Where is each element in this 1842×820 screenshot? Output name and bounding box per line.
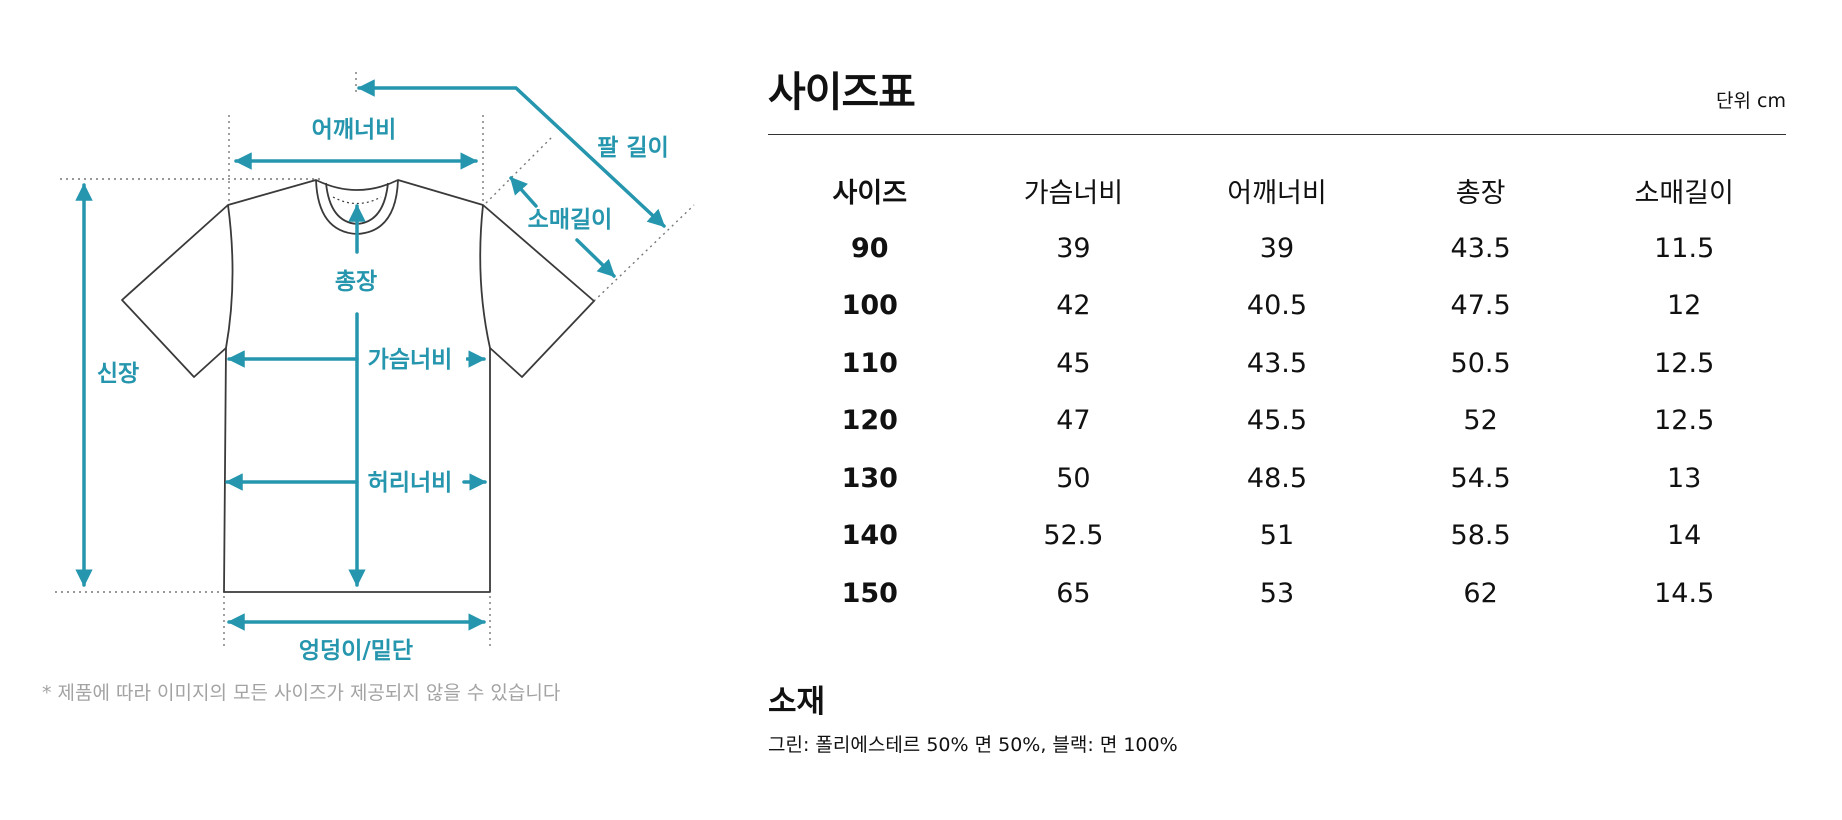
- label-backgrounds: [330, 258, 466, 497]
- sleeve-length-cell: 13: [1667, 462, 1702, 494]
- size-info-panel: 사이즈표 단위 cm 사이즈 가슴너비 어깨너비 총장 소매길이 90 39 3…: [768, 0, 1800, 820]
- sleeve-length-arrow-lower: [575, 238, 616, 278]
- shoulder-width-cell: 48.5: [1246, 462, 1308, 494]
- size-cell: 110: [841, 347, 898, 379]
- sleeve-length-cell: 12.5: [1654, 347, 1715, 379]
- table-row: 150 65 53 62 14.5: [768, 565, 1786, 623]
- shoulder-width-cell: 45.5: [1246, 405, 1308, 437]
- table-row: 110 45 43.5 50.5 12.5: [768, 335, 1786, 393]
- guide-lines: [55, 72, 695, 650]
- size-chart-title: 사이즈표: [768, 68, 916, 116]
- column-header-size: 사이즈: [832, 178, 908, 210]
- size-cell: 120: [841, 405, 898, 437]
- column-header-total-length: 총장: [1455, 178, 1506, 210]
- size-table-header-row: 사이즈 가슴너비 어깨너비 총장 소매길이: [768, 162, 1786, 220]
- size-cell: 90: [851, 232, 889, 264]
- shoulder-width-cell: 51: [1259, 520, 1295, 552]
- label-chest-width: 가슴너비: [368, 347, 453, 373]
- label-shoulder-width: 어깨너비: [312, 117, 397, 143]
- shoulder-width-cell: 53: [1259, 577, 1295, 609]
- label-total-length: 총장: [335, 269, 377, 295]
- size-cell: 150: [841, 577, 898, 609]
- material-title: 소재: [768, 684, 826, 720]
- arm-length-arrow: [357, 79, 666, 228]
- title-divider: [768, 134, 1786, 135]
- tshirt-diagram-svg: 어깨너비 팔 길이 소매길이 총장 신장 가슴너비 허리너비 엉덩이/밑단: [55, 72, 695, 664]
- chest-width-cell: 65: [1056, 577, 1091, 609]
- material-description: 그린: 폴리에스테르 50% 면 50%, 블랙: 면 100%: [768, 734, 1178, 756]
- label-sleeve-length: 소매길이: [528, 207, 613, 233]
- sleeve-length-cell: 12.5: [1654, 405, 1715, 437]
- column-header-chest-width: 가슴너비: [1023, 178, 1124, 210]
- size-cell: 130: [841, 462, 898, 494]
- sleeve-length-arrow-upper: [509, 176, 538, 208]
- table-row: 130 50 48.5 54.5 13: [768, 450, 1786, 508]
- chest-width-cell: 45: [1056, 347, 1091, 379]
- table-row: 90 39 39 43.5 11.5: [768, 220, 1786, 278]
- table-row: 120 47 45.5 52 12.5: [768, 392, 1786, 450]
- column-header-shoulder-width: 어깨너비: [1227, 178, 1327, 210]
- total-length-cell: 58.5: [1450, 520, 1511, 552]
- shoulder-width-cell: 39: [1259, 232, 1295, 264]
- label-arm-length: 팔 길이: [597, 135, 669, 161]
- table-row: 140 52.5 51 58.5 14: [768, 507, 1786, 565]
- chest-width-cell: 52.5: [1043, 520, 1104, 552]
- total-length-cell: 43.5: [1450, 232, 1511, 264]
- unit-label: 단위 cm: [1716, 90, 1786, 112]
- shoulder-width-cell: 40.5: [1246, 290, 1308, 322]
- chest-width-cell: 50: [1056, 462, 1091, 494]
- chest-width-cell: 39: [1056, 232, 1091, 264]
- label-height: 신장: [97, 361, 139, 387]
- table-row: 100 42 40.5 47.5 12: [768, 277, 1786, 335]
- sleeve-length-cell: 12: [1667, 290, 1702, 322]
- total-length-cell: 47.5: [1450, 290, 1511, 322]
- total-length-cell: 62: [1463, 577, 1498, 609]
- measurement-diagram: 어깨너비 팔 길이 소매길이 총장 신장 가슴너비 허리너비 엉덩이/밑단 * …: [0, 0, 760, 820]
- label-hem-width: 엉덩이/밑단: [299, 638, 413, 664]
- diagram-disclaimer: * 제품에 따라 이미지의 모든 사이즈가 제공되지 않을 수 있습니다: [42, 682, 561, 704]
- total-length-cell: 50.5: [1450, 347, 1511, 379]
- measurement-arrows: [75, 79, 666, 631]
- total-length-cell: 54.5: [1450, 462, 1511, 494]
- sleeve-length-cell: 14: [1667, 520, 1702, 552]
- sleeve-length-cell: 11.5: [1654, 232, 1715, 264]
- column-header-sleeve-length: 소매길이: [1634, 178, 1734, 210]
- size-cell: 100: [841, 290, 898, 322]
- size-table: 사이즈 가슴너비 어깨너비 총장 소매길이 90 39 39 43.5 11.5…: [768, 162, 1786, 622]
- total-length-cell: 52: [1463, 405, 1498, 437]
- label-waist-width: 허리너비: [368, 470, 453, 496]
- chest-width-cell: 42: [1056, 290, 1091, 322]
- chest-width-cell: 47: [1056, 405, 1091, 437]
- shoulder-width-cell: 43.5: [1246, 347, 1308, 379]
- sleeve-length-cell: 14.5: [1654, 577, 1715, 609]
- size-cell: 140: [841, 520, 898, 552]
